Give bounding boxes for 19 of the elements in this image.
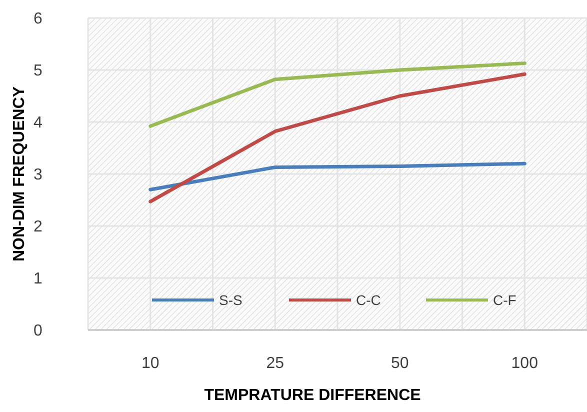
x-tick-label: 25 — [266, 355, 284, 372]
y-tick-label: 4 — [34, 114, 43, 132]
y-axis-title: NON-DIM FREQUENCY — [11, 86, 28, 262]
legend-label: S-S — [219, 292, 242, 308]
y-tick-label: 5 — [34, 62, 43, 80]
y-tick-label: 6 — [34, 10, 43, 28]
y-tick-label: 2 — [34, 218, 43, 236]
x-tick-label: 100 — [511, 355, 538, 372]
y-tick-label: 3 — [34, 166, 43, 184]
y-tick-label: 1 — [34, 270, 43, 288]
line-series — [148, 162, 526, 192]
line-series — [148, 61, 526, 128]
y-tick-label: 0 — [34, 322, 43, 340]
x-tick-label: 50 — [390, 355, 409, 372]
line-series — [148, 72, 526, 204]
x-axis-title: TEMPRATURE DIFFERENCE — [204, 387, 422, 404]
x-tick-label: 10 — [141, 355, 160, 372]
legend-label: C-F — [493, 292, 516, 308]
legend-label: C-C — [356, 292, 381, 308]
